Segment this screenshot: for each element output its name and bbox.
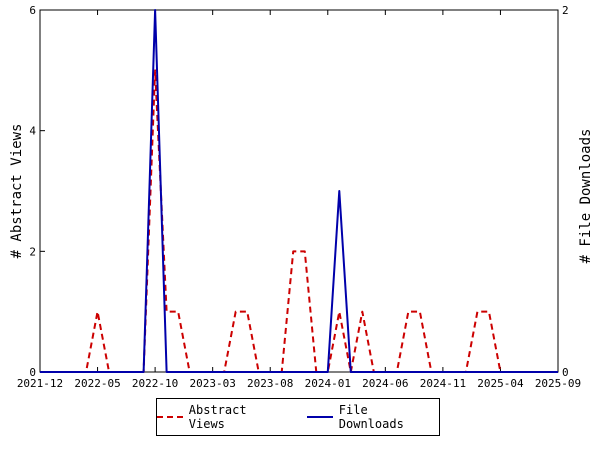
series-line-abstract-views bbox=[40, 69, 558, 373]
left-y-tick-label: 2 bbox=[29, 245, 36, 258]
x-tick-label: 2022-05 bbox=[74, 377, 120, 390]
x-tick-label: 2025-04 bbox=[477, 377, 524, 390]
right-y-axis-ticks: 02 bbox=[553, 4, 569, 379]
right-y-tick-label: 0 bbox=[562, 366, 569, 379]
series-line-file-downloads bbox=[40, 9, 558, 373]
legend-item-file-downloads: File Downloads bbox=[307, 403, 439, 431]
x-tick-label: 2021-12 bbox=[17, 377, 63, 390]
right-y-axis-title: # File Downloads bbox=[578, 129, 594, 264]
series-lines bbox=[40, 9, 558, 373]
legend-label-file-downloads: File Downloads bbox=[338, 403, 404, 431]
legend-swatch-abstract-views bbox=[157, 416, 183, 418]
left-y-tick-label: 4 bbox=[29, 125, 36, 138]
x-tick-label: 2023-08 bbox=[247, 377, 293, 390]
x-tick-label: 2024-11 bbox=[420, 377, 466, 390]
chart-legend: Abstract Views File Downloads bbox=[156, 398, 440, 436]
x-tick-label: 2024-01 bbox=[305, 377, 351, 390]
legend-swatch-file-downloads bbox=[307, 416, 333, 418]
right-y-tick-label: 2 bbox=[562, 4, 569, 17]
x-tick-label: 2024-06 bbox=[362, 377, 408, 390]
left-y-tick-label: 0 bbox=[29, 366, 36, 379]
left-y-axis-ticks: 0 2 4 6 bbox=[29, 4, 45, 379]
left-y-tick-label: 6 bbox=[29, 4, 36, 17]
legend-item-abstract-views: Abstract Views bbox=[157, 403, 289, 431]
x-tick-label: 2022-10 bbox=[132, 377, 178, 390]
x-axis-ticks: 2021-12 2022-05 2022-10 2023-03 2023-08 2024-… bbox=[17, 10, 581, 390]
x-tick-label: 2025-09 bbox=[535, 377, 581, 390]
x-tick-label: 2023-03 bbox=[189, 377, 235, 390]
left-y-axis-title: # Abstract Views bbox=[9, 124, 25, 259]
legend-label-abstract-views: Abstract Views bbox=[188, 403, 247, 431]
plot-area-frame bbox=[39, 9, 559, 373]
